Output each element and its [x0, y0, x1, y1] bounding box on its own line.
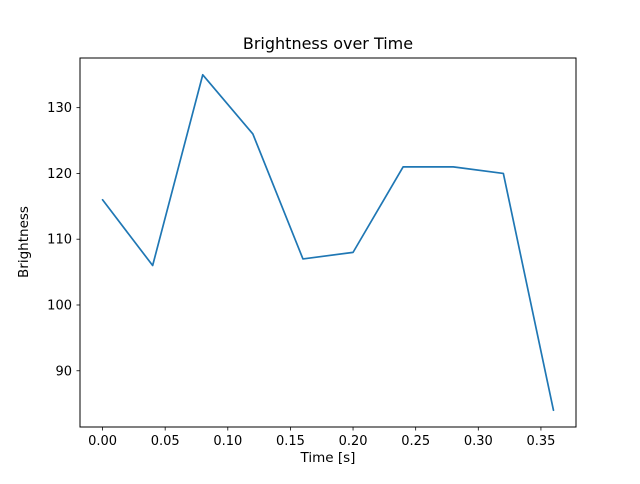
x-tick-label: 0.20 — [339, 434, 368, 449]
ticks-layer: 0.00 0.05 0.10 0.15 0.20 0.25 0.30 0.35 90 100 110… — [47, 101, 555, 449]
y-tick-label: 120 — [47, 167, 72, 182]
x-tick-label: 0.15 — [276, 434, 305, 449]
y-tick-label: 90 — [55, 364, 72, 379]
y-tick-label: 100 — [47, 298, 72, 313]
y-tick-label: 130 — [47, 101, 72, 116]
x-tick-label: 0.00 — [88, 434, 117, 449]
y-axis-label: Brightness — [16, 206, 32, 278]
chart-title: Brightness over Time — [243, 34, 413, 53]
y-tick-label: 110 — [47, 233, 72, 248]
series-layer — [101, 73, 555, 412]
x-tick-label: 0.25 — [401, 434, 430, 449]
plot-area — [79, 57, 577, 428]
x-tick-label: 0.10 — [213, 434, 242, 449]
x-axis-label: Time [s] — [300, 450, 356, 466]
brightness-line-series — [101, 73, 555, 412]
x-tick-label: 0.30 — [464, 434, 493, 449]
x-tick-label: 0.05 — [151, 434, 180, 449]
x-tick-label: 0.35 — [526, 434, 555, 449]
